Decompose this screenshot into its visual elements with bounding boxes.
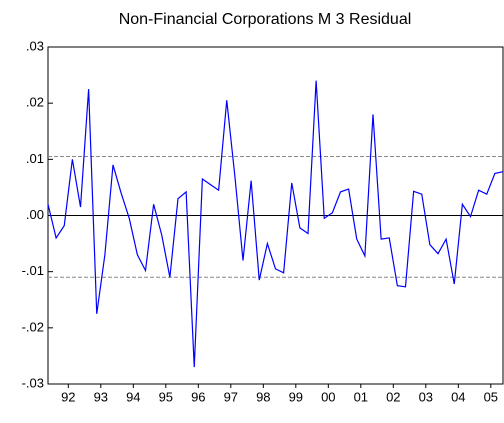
x-tick-label: 04	[451, 389, 465, 404]
y-tick-label: .03	[26, 38, 44, 53]
x-tick-label: 95	[159, 389, 173, 404]
x-tick-label: 98	[256, 389, 270, 404]
x-tick-label: 94	[126, 389, 140, 404]
x-tick-label: 93	[94, 389, 108, 404]
x-tick-label: 02	[386, 389, 400, 404]
x-tick-label: 92	[61, 389, 75, 404]
y-tick-label: -.02	[22, 319, 44, 334]
x-tick-label: 00	[321, 389, 335, 404]
x-tick-label: 05	[484, 389, 498, 404]
x-tick-label: 03	[419, 389, 433, 404]
y-tick-label: .00	[26, 207, 44, 222]
x-tick-label: 97	[224, 389, 238, 404]
y-tick-label: .01	[26, 151, 44, 166]
x-tick-label: 99	[289, 389, 303, 404]
y-tick-label: -.03	[22, 375, 44, 390]
chart-title: Non-Financial Corporations M 3 Residual	[119, 11, 412, 28]
y-tick-label: .02	[26, 95, 44, 110]
x-tick-label: 01	[354, 389, 368, 404]
y-tick-label: -.01	[22, 263, 44, 278]
series-line	[47, 80, 504, 368]
x-tick-label: 96	[191, 389, 205, 404]
